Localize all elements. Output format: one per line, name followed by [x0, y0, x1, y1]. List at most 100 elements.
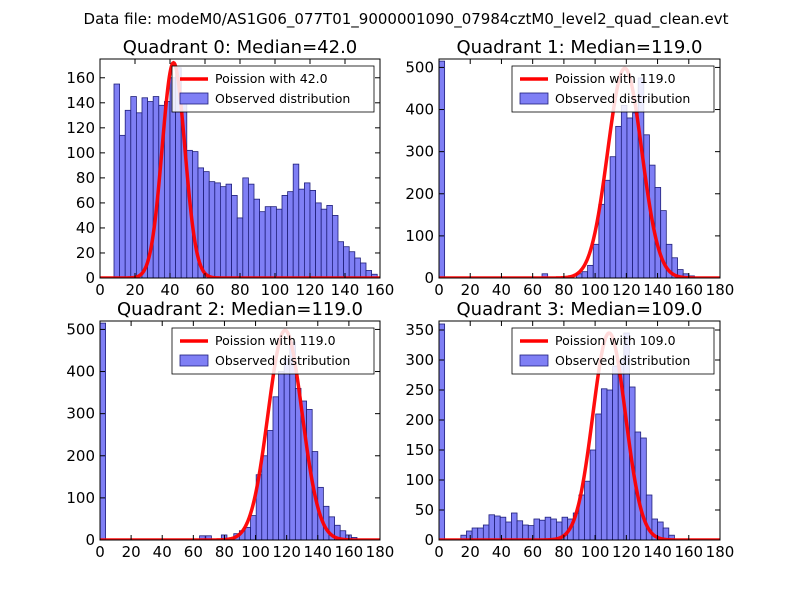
histogram-bar — [533, 518, 540, 540]
x-tick-label: 40 — [492, 543, 511, 561]
y-tick-label: 100 — [66, 489, 95, 507]
histogram-bar — [595, 413, 602, 540]
histogram-bar — [287, 191, 294, 278]
observed-bars — [439, 323, 675, 540]
x-tick-label: 80 — [554, 543, 573, 561]
histogram-bar — [203, 171, 210, 278]
histogram-bar — [488, 514, 495, 540]
histogram-bar — [261, 455, 268, 540]
histogram-bar — [208, 181, 216, 278]
y-tick-label: 500 — [66, 320, 95, 338]
legend-observed-swatch — [519, 354, 549, 367]
histogram-bar — [640, 437, 647, 540]
histogram-bar — [348, 251, 356, 278]
observed-bars — [439, 60, 695, 278]
panel-title: Quadrant 1: Median=119.0 — [457, 37, 703, 58]
poisson-curve — [100, 328, 380, 540]
y-tick-label: 200 — [405, 185, 434, 203]
axes-frame — [438, 58, 721, 279]
y-tick-label: 50 — [415, 501, 434, 519]
legend-observed-label: Observed distribution — [215, 91, 350, 106]
y-tick-label: 100 — [405, 227, 434, 245]
x-tick-label: 0 — [434, 281, 444, 299]
legend: Poission with 119.0 Observed distribution — [171, 327, 375, 375]
y-tick-label: 0 — [85, 531, 95, 549]
histogram-bar — [439, 60, 446, 278]
panel-title: Quadrant 3: Median=109.0 — [457, 299, 703, 320]
legend-observed-label: Observed distribution — [555, 353, 690, 368]
x-tick-label: 20 — [461, 281, 480, 299]
histogram-bar — [124, 109, 132, 278]
histogram-bar — [309, 189, 316, 278]
x-tick-label: 60 — [523, 543, 542, 561]
histogram-bar — [244, 526, 251, 540]
histogram-bar — [113, 83, 120, 278]
y-tick-label: 200 — [405, 411, 434, 429]
y-tick-label: 200 — [66, 447, 95, 465]
histogram-bar — [281, 195, 288, 278]
axes-frame — [99, 320, 381, 541]
histogram-bar — [612, 365, 619, 540]
histogram-bar — [119, 134, 126, 278]
y-tick-label: 60 — [76, 194, 95, 212]
histogram-bar — [471, 527, 479, 540]
histogram-bar — [298, 188, 305, 278]
histogram-bar — [668, 534, 675, 540]
histogram-bar — [584, 480, 591, 540]
x-tick-label: 180 — [706, 543, 735, 561]
x-tick-label: 20 — [122, 543, 141, 561]
y-tick-label: 100 — [405, 471, 434, 489]
panel-quadrant-2: Quadrant 2: Median=119.00 20 40 60 80 100 120 1… — [66, 299, 394, 561]
x-tick-label: 160 — [366, 281, 395, 299]
panel-title: Quadrant 2: Median=119.0 — [117, 299, 363, 320]
x-tick-label: 140 — [643, 281, 672, 299]
histogram-bar — [253, 198, 260, 278]
x-tick-label: 140 — [331, 281, 360, 299]
histogram-bar — [337, 241, 344, 278]
x-tick-label: 0 — [95, 281, 105, 299]
y-tick-label: 140 — [66, 94, 95, 112]
y-tick-label: 400 — [66, 363, 95, 381]
histogram-bar — [587, 264, 594, 278]
histogram-bar — [247, 183, 255, 278]
x-tick-label: 20 — [125, 281, 144, 299]
histogram-bar — [231, 195, 238, 278]
x-tick-label: 100 — [581, 543, 610, 561]
histogram-bar — [581, 271, 589, 278]
x-tick-label: 40 — [153, 543, 172, 561]
histogram-bar — [589, 449, 597, 540]
x-tick-label: 160 — [674, 543, 703, 561]
histogram-bar — [315, 202, 322, 278]
x-tick-label: 60 — [184, 543, 203, 561]
legend: Poission with 42.0 Observed distribution — [171, 65, 375, 113]
histogram-bar — [632, 112, 639, 278]
histogram-bar — [505, 521, 512, 540]
histogram-bar — [522, 524, 529, 540]
x-tick-label: 60 — [195, 281, 214, 299]
y-tick-label: 160 — [66, 69, 95, 87]
histogram-bar — [214, 182, 221, 278]
histogram-bar — [264, 206, 272, 278]
histogram-bar — [620, 104, 628, 278]
x-tick-label: 120 — [296, 281, 325, 299]
y-tick-label: 300 — [66, 405, 95, 423]
legend-poisson-label: Poission with 109.0 — [555, 333, 676, 348]
legend: Poission with 119.0 Observed distribution — [511, 65, 715, 113]
x-tick-label: 120 — [612, 281, 641, 299]
y-tick-label: 0 — [424, 269, 434, 287]
histogram-bar — [615, 125, 622, 278]
panel-title: Quadrant 0: Median=42.0 — [123, 37, 358, 58]
histogram-bar — [439, 323, 446, 540]
x-tick-label: 0 — [95, 543, 105, 561]
legend-observed-swatch — [179, 354, 209, 367]
poisson-curve — [100, 60, 380, 278]
histogram-bar — [283, 358, 291, 540]
histogram-bar — [550, 518, 557, 540]
x-tick-label: 140 — [643, 543, 672, 561]
y-tick-label: 250 — [405, 381, 434, 399]
x-tick-label: 20 — [461, 543, 480, 561]
histogram-bar — [130, 96, 137, 278]
histogram-bar — [270, 206, 277, 278]
histogram-bar — [606, 389, 613, 540]
